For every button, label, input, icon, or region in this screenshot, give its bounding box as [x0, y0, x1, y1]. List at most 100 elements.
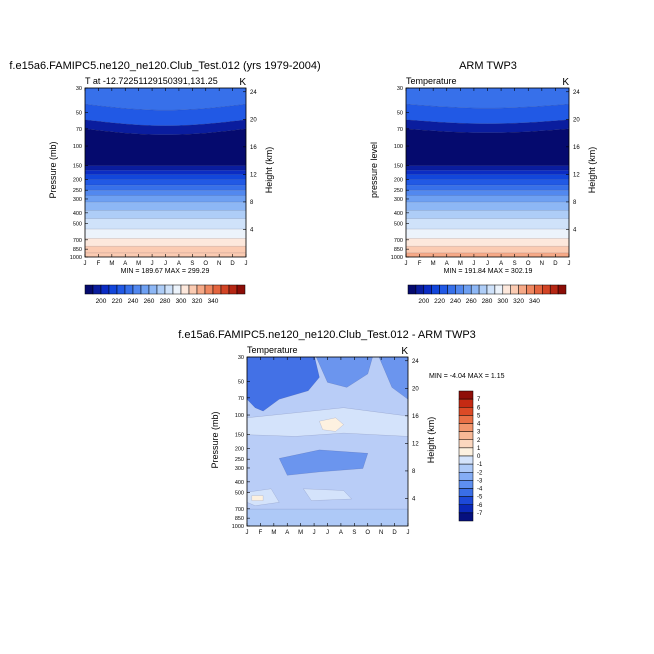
plot1-xtick-label: J [164, 261, 167, 267]
cbar2-swatch [494, 284, 504, 295]
cbar1-swatch [156, 284, 166, 295]
plot1-ytick-label: 200 [73, 177, 82, 183]
plot2-band [405, 87, 570, 109]
plot1-band [84, 228, 247, 239]
cbar3-swatch [458, 463, 474, 473]
cbar1-label: 300 [176, 298, 187, 305]
plot2-xtick-label: J [472, 261, 475, 267]
panel-model-left-label: T at -12.7225112915039​1,131.25 [85, 76, 218, 86]
plot1-band [84, 179, 247, 186]
plot3-rtick-label: 8 [412, 469, 416, 475]
panel-obs-colorbar: 200 220 240 260 280 300 320 340 [407, 284, 567, 305]
cbar1-swatch [100, 284, 110, 295]
cbar1-swatch [204, 284, 214, 295]
cbar3-label: -4 [477, 487, 483, 493]
plot3-xtick-label: J [246, 530, 249, 536]
plot2-band [405, 179, 570, 186]
cbar1-label: 200 [96, 298, 107, 305]
cbar3-label: -7 [477, 511, 483, 517]
plot2-ytick-label: 150 [394, 164, 403, 170]
plot2-rtick-label: 24 [573, 90, 580, 96]
plot2-rtick-label: 20 [573, 117, 580, 123]
cbar1-swatch [196, 284, 206, 295]
cbar2-label: 220 [434, 298, 445, 305]
plot1-rtick-label: 24 [250, 90, 257, 96]
plot1-band [84, 218, 247, 230]
cbar3-label: -5 [477, 495, 483, 501]
cbar1-swatch [132, 284, 142, 295]
cbar2-label: 240 [450, 298, 461, 305]
plot3-contour-region [278, 449, 369, 476]
cbar2-swatch [447, 284, 456, 295]
plot3-contour-region [319, 417, 344, 432]
plot1-band [84, 184, 247, 191]
plot1-xtick-label: F [97, 261, 101, 267]
plot2-rtick-label: 16 [573, 145, 580, 151]
cbar3-swatch [458, 455, 474, 465]
cbar2-swatch [463, 284, 472, 295]
plot3-ytick-label: 250 [235, 457, 244, 463]
cbar3-swatch [458, 423, 474, 432]
cbar2-swatch [549, 284, 559, 295]
plot3-xtick-label: S [352, 530, 356, 536]
panel-diff-minmax: MIN = -4.04 MAX = 1.15 [429, 373, 505, 380]
plot2-xtick-label: J [568, 261, 571, 267]
plot2-xtick-label: J [486, 261, 489, 267]
cbar1-swatch [180, 284, 190, 295]
plot1-ytick-label: 850 [73, 247, 82, 253]
plot1-band [84, 210, 247, 219]
plot3-ytick-label: 1000 [232, 524, 244, 530]
plot1-band [84, 190, 247, 196]
plot2-ytick-label: 200 [394, 177, 403, 183]
plot1-ytick-label: 500 [73, 222, 82, 228]
plot2-ytick-label: 250 [394, 188, 403, 194]
cbar1-swatch [140, 284, 150, 295]
cbar3-swatch [458, 488, 474, 497]
panel-obs-units: K [562, 77, 569, 88]
cbar1-swatch [148, 284, 158, 295]
plot3-xtick-label: D [392, 530, 397, 536]
plot2-ytick-label: 30 [397, 86, 403, 92]
panel-obs-ylabel-right: Height (km) [587, 147, 597, 194]
plot3-xtick-label: F [259, 530, 263, 536]
cbar3-swatch [458, 431, 474, 440]
plot2-xtick-label: A [499, 261, 503, 267]
cbar3-swatch [458, 407, 474, 416]
plot2-xtick-label: O [526, 261, 531, 267]
plot1-ytick-label: 50 [76, 111, 82, 117]
cbar1-label: 340 [208, 298, 219, 305]
cbar3-label: 4 [477, 422, 481, 428]
cbar1-swatch [116, 284, 126, 295]
plot2-ytick-label: 400 [394, 211, 403, 217]
plot1-band [84, 174, 247, 180]
cbar1-swatch [236, 284, 246, 295]
cbar1-swatch [228, 284, 238, 295]
plot2-band [405, 218, 570, 230]
plot3-xtick-label: A [339, 530, 343, 536]
plot2-xtick-label: D [553, 261, 558, 267]
plot1-ytick-label: 70 [76, 127, 82, 133]
plot1-band [84, 165, 247, 171]
cbar1-swatch [220, 284, 230, 295]
plot2-ytick-label: 70 [397, 127, 403, 133]
cbar2-swatch [557, 284, 567, 295]
plot1-band [84, 246, 247, 254]
plot3-ytick-label: 50 [238, 380, 244, 386]
cbar2-swatch [415, 284, 425, 295]
cbar3-label: 1 [477, 446, 481, 452]
panel-diff-ylabel: Pressure (mb) [210, 411, 220, 468]
cbar1-label: 280 [160, 298, 171, 305]
plot3-xtick-label: J [313, 530, 316, 536]
plot2-rtick-label: 4 [573, 227, 577, 233]
panel-diff-left-label: Temperature [247, 345, 298, 355]
cbar2-swatch [534, 284, 543, 295]
plot1-xtick-label: J [151, 261, 154, 267]
plot1-ytick-label: 1000 [70, 255, 82, 261]
panel-model: f.e15a6.FAMIPC5.ne120_ne120.Club_Test.01… [9, 60, 320, 305]
cbar2-swatch [526, 284, 535, 295]
plot2-band [405, 170, 570, 175]
cbar3-swatch [458, 472, 474, 481]
cbar2-swatch [542, 284, 551, 295]
panel-diff: f.e15a6.FAMIPC5.ne120_ne120.Club_Test.01… [178, 329, 504, 536]
cbar1-swatch [84, 284, 94, 295]
